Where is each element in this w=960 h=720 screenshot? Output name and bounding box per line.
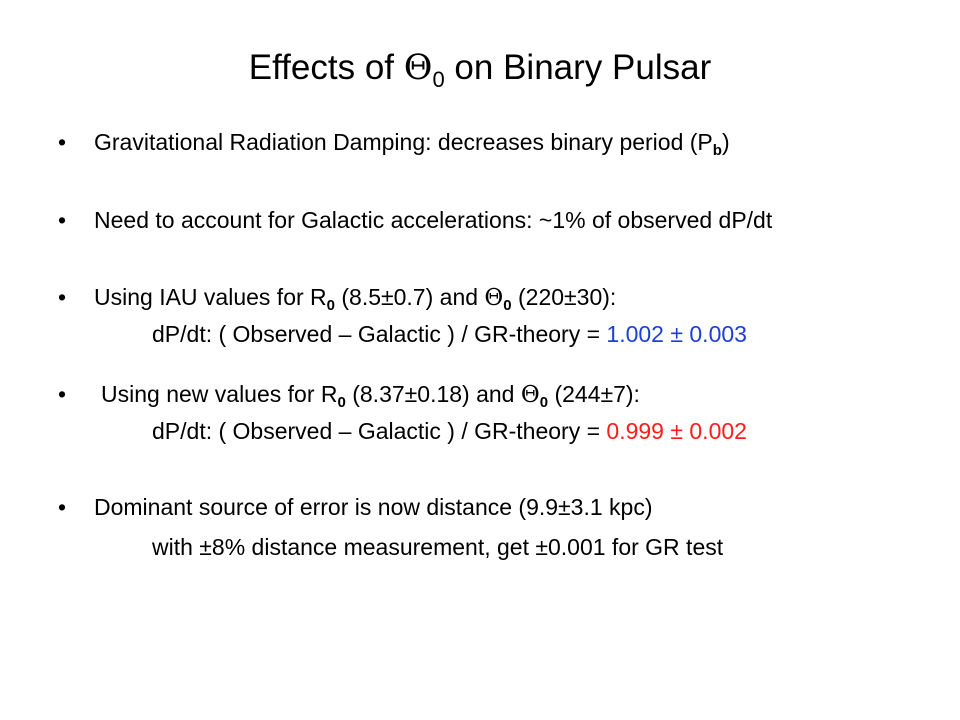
bullet-5-marker: • xyxy=(58,494,67,520)
iau-result-value: 1.002 ± 0.003 xyxy=(606,321,747,347)
bullet-3-part-b: (8.5±0.7) and xyxy=(334,284,485,310)
title-suffix: on Binary Pulsar xyxy=(444,48,712,87)
bullet-4-line-1: Using new values for R0 (8.37±0.18) and … xyxy=(101,379,640,410)
bullet-4-marker: • xyxy=(58,381,67,407)
theta-subscript: 0 xyxy=(539,394,549,411)
bullet-2-marker: • xyxy=(58,207,67,233)
bullet-3-line-2: dP/dt: ( Observed – Galactic ) / GR-theo… xyxy=(152,319,747,349)
bullet-1-marker: • xyxy=(58,129,67,155)
bullet-3-line-1: Using IAU values for R0 (8.5±0.7) and Θ0… xyxy=(94,282,616,313)
bullet-1-close: ) xyxy=(721,129,730,155)
theta-subscript: 0 xyxy=(432,67,445,92)
slide-title: Effects of Θ0 on Binary Pulsar xyxy=(0,44,960,92)
ratio-formula-text: dP/dt: ( Observed – Galactic ) / GR-theo… xyxy=(152,321,607,347)
bullet-1-text: Gravitational Radiation Damping: decreas… xyxy=(94,127,730,159)
bullet-2-text: Need to account for Galactic acceleratio… xyxy=(94,207,773,233)
bullet-5-line-1: Dominant source of error is now distance… xyxy=(94,494,653,520)
title-prefix: Effects of xyxy=(248,48,404,87)
theta-symbol: Θ xyxy=(520,382,540,408)
theta-subscript: 0 xyxy=(503,297,512,314)
ratio-formula-text: dP/dt: ( Observed – Galactic ) / GR-theo… xyxy=(152,418,607,444)
new-result-value: 0.999 ± 0.002 xyxy=(606,418,747,444)
bullet-3-marker: • xyxy=(58,284,67,310)
bullet-3-part-c: (220±30): xyxy=(511,284,617,310)
bullet-4-part-b: (8.37±0.18) and xyxy=(345,381,521,407)
bullet-4-line-2: dP/dt: ( Observed – Galactic ) / GR-theo… xyxy=(152,416,747,446)
bullet-5-line-2: with ±8% distance measurement, get ±0.00… xyxy=(152,534,724,560)
theta-symbol: Θ xyxy=(403,48,433,88)
pb-subscript: b xyxy=(712,142,722,159)
bullet-3-part-a: Using IAU values for R xyxy=(94,284,327,310)
theta-symbol: Θ xyxy=(484,285,504,311)
r0-subscript: 0 xyxy=(326,297,335,314)
r0-subscript: 0 xyxy=(337,394,346,411)
bullet-4-part-a: Using new values for R xyxy=(101,381,338,407)
bullet-4-part-c: (244±7): xyxy=(548,381,640,407)
bullet-1-main: Gravitational Radiation Damping: decreas… xyxy=(94,129,713,155)
